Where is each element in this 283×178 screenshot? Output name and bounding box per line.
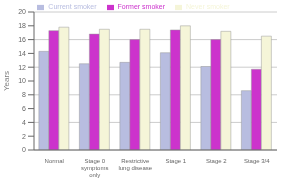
svg-text:Years: Years bbox=[8, 71, 11, 91]
svg-text:0: 0 bbox=[22, 146, 26, 153]
svg-text:20: 20 bbox=[18, 8, 26, 15]
html-text:Current smoker: Current smoker bbox=[48, 3, 97, 10]
svg-text:14: 14 bbox=[18, 50, 26, 57]
svg-text:16: 16 bbox=[18, 36, 26, 43]
svg-text:Stage 2: Stage 2 bbox=[206, 158, 227, 164]
svg-text:8: 8 bbox=[22, 91, 26, 98]
svg-text:Stage 1: Stage 1 bbox=[165, 158, 186, 164]
svg-text:Stage 0symptomsonly: Stage 0symptomsonly bbox=[81, 158, 108, 178]
svg-text:12: 12 bbox=[18, 64, 26, 71]
svg-text:4: 4 bbox=[22, 119, 26, 126]
svg-text:6: 6 bbox=[22, 105, 26, 112]
svg-text:Stage 3/4: Stage 3/4 bbox=[244, 158, 270, 164]
svg-text:Restrictivelung disease: Restrictivelung disease bbox=[118, 158, 152, 171]
html-text:Former smoker: Former smoker bbox=[117, 3, 165, 10]
svg-text:2: 2 bbox=[22, 133, 26, 140]
html-text:Never smoker: Never smoker bbox=[186, 3, 230, 10]
svg-text:10: 10 bbox=[18, 77, 26, 84]
svg-text:18: 18 bbox=[18, 22, 26, 29]
svg-text:Normal: Normal bbox=[45, 158, 64, 164]
